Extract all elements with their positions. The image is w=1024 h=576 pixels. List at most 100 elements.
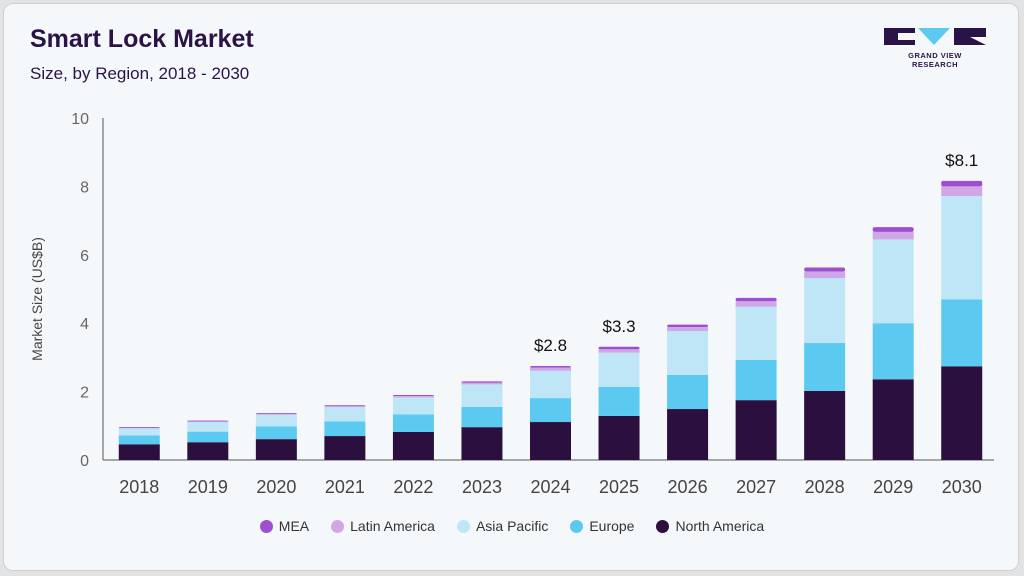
x-tick-label: 2027	[736, 477, 776, 497]
y-axis-title: Market Size (US$B)	[29, 237, 45, 361]
bar-segment-latin-america	[872, 231, 914, 240]
bar-segment-latin-america	[735, 301, 777, 307]
bar-segment-latin-america	[941, 186, 983, 196]
y-tick-label: 8	[80, 179, 89, 196]
bar-segment-mea	[667, 324, 709, 327]
bar-segment-latin-america	[324, 405, 366, 407]
bar-segment-europe	[118, 435, 160, 445]
legend-label: North America	[675, 518, 765, 534]
bar-segment-europe	[804, 343, 846, 391]
bar-segment-mea	[255, 413, 297, 414]
x-tick-label: 2026	[668, 477, 708, 497]
y-tick-label: 10	[71, 111, 89, 128]
bar-segment-europe	[872, 323, 914, 380]
y-tick-label: 4	[80, 316, 89, 333]
bar-segment-latin-america	[530, 367, 571, 371]
x-tick-label: 2024	[530, 477, 570, 497]
bar-segment-mea	[118, 427, 160, 428]
legend-item: Latin America	[331, 515, 435, 537]
x-tick-label: 2020	[256, 477, 296, 497]
bar-segment-north-america	[530, 422, 571, 460]
chart-legend: MEA Latin America Asia Pacific Europe North …	[0, 515, 1024, 537]
bar-segment-mea	[324, 405, 366, 407]
legend-label: Latin America	[350, 518, 435, 534]
bar-segment-europe	[187, 431, 229, 443]
bar-segment-mea	[941, 180, 983, 187]
bar-segment-asia-pacific	[461, 384, 503, 407]
y-tick-label: 2	[80, 385, 89, 402]
bar-segment-mea	[598, 346, 640, 350]
x-tick-label: 2021	[325, 477, 365, 497]
bar-segment-asia-pacific	[735, 306, 777, 360]
bar-segment-asia-pacific	[941, 195, 983, 300]
bar-segment-asia-pacific	[667, 331, 709, 375]
legend-label: MEA	[278, 518, 310, 534]
legend-item: North America	[656, 515, 764, 537]
bar-segment-north-america	[941, 366, 983, 460]
bar-segment-europe	[255, 426, 297, 440]
bar-segment-asia-pacific	[118, 427, 160, 436]
bar-segment-europe	[735, 359, 777, 401]
bar-segment-mea	[187, 420, 229, 422]
bar-segment-north-america	[461, 427, 503, 460]
bar-segment-north-america	[598, 415, 640, 460]
legend-item: Asia Pacific	[456, 515, 549, 537]
legend-swatch	[570, 519, 584, 533]
bar-segment-latin-america	[667, 326, 709, 332]
bar-segment-europe	[324, 421, 366, 437]
bar-segment-mea	[392, 395, 434, 397]
legend-swatch	[259, 519, 273, 533]
data-label: $3.3	[602, 317, 635, 336]
bar-segment-asia-pacific	[804, 278, 846, 344]
bar-segment-north-america	[804, 390, 846, 460]
bar-segment-north-america	[187, 442, 229, 460]
bar-segment-asia-pacific	[187, 421, 229, 432]
x-tick-label: 2029	[873, 477, 913, 497]
bar-segment-mea	[461, 381, 503, 383]
bar-segment-mea	[804, 267, 846, 272]
data-label: $8.1	[945, 151, 978, 170]
legend-item: MEA	[259, 515, 310, 537]
legend-swatch	[456, 519, 470, 533]
bar-segment-asia-pacific	[392, 397, 434, 415]
bar-segment-europe	[667, 374, 709, 410]
chart-subtitle: Size, by Region, 2018 - 2030	[30, 64, 250, 83]
x-tick-label: 2028	[805, 477, 845, 497]
bar-segment-mea	[530, 365, 571, 368]
data-label: $2.8	[534, 336, 567, 355]
bar-segment-north-america	[872, 379, 914, 460]
bar-segment-latin-america	[804, 271, 846, 279]
bar-segment-asia-pacific	[255, 414, 297, 427]
x-tick-label: 2018	[119, 477, 159, 497]
bar-segment-latin-america	[598, 349, 640, 353]
bar-segment-latin-america	[255, 413, 297, 415]
bar-segment-europe	[598, 386, 640, 416]
bar-segment-latin-america	[461, 382, 503, 385]
y-tick-label: 0	[80, 453, 89, 470]
bar-segment-north-america	[735, 400, 777, 460]
x-tick-label: 2022	[393, 477, 433, 497]
bar-segment-europe	[461, 406, 503, 428]
bar-segment-asia-pacific	[872, 239, 914, 324]
bar-segment-north-america	[667, 409, 709, 460]
y-tick-label: 6	[80, 248, 89, 265]
bar-segment-asia-pacific	[598, 352, 640, 387]
bar-segment-north-america	[324, 436, 366, 460]
chart-title: Smart Lock Market	[30, 25, 254, 53]
legend-label: Asia Pacific	[475, 518, 549, 534]
bar-segment-latin-america	[392, 396, 434, 398]
grand-view-research-logo-icon	[884, 28, 986, 45]
bar-segment-north-america	[255, 439, 297, 460]
x-tick-label: 2025	[599, 477, 639, 497]
bar-segment-asia-pacific	[530, 370, 571, 399]
bar-segment-mea	[735, 297, 777, 302]
chart-card	[3, 3, 1019, 571]
x-tick-label: 2019	[188, 477, 228, 497]
bar-segment-europe	[530, 398, 571, 423]
bar-segment-europe	[392, 414, 434, 432]
legend-swatch	[331, 519, 345, 533]
bar-segment-europe	[941, 299, 983, 367]
legend-swatch	[656, 519, 670, 533]
bar-segment-asia-pacific	[324, 406, 366, 422]
bar-segment-north-america	[392, 431, 434, 460]
